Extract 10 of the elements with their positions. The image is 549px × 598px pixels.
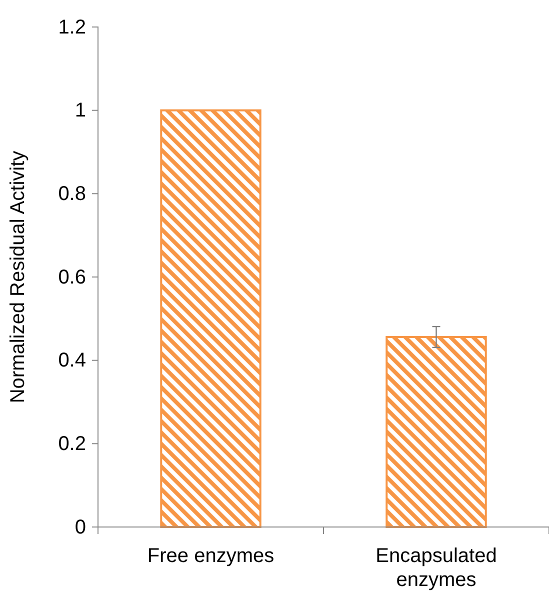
y-axis-title: Normalized Residual Activity [7, 150, 29, 404]
x-tick-label: Free enzymes [147, 545, 274, 567]
y-tick-label: 1.2 [58, 16, 86, 38]
y-tick-label: 0.8 [58, 183, 86, 206]
y-tick-label: 0.6 [58, 266, 86, 288]
y-tick-label: 0.4 [58, 350, 86, 372]
y-tick-label: 1 [74, 100, 86, 122]
y-tick-label: 0 [74, 516, 86, 538]
y-tick-label: 0.2 [58, 433, 86, 456]
x-tick-label: Encapsulated enzymes [376, 545, 497, 591]
